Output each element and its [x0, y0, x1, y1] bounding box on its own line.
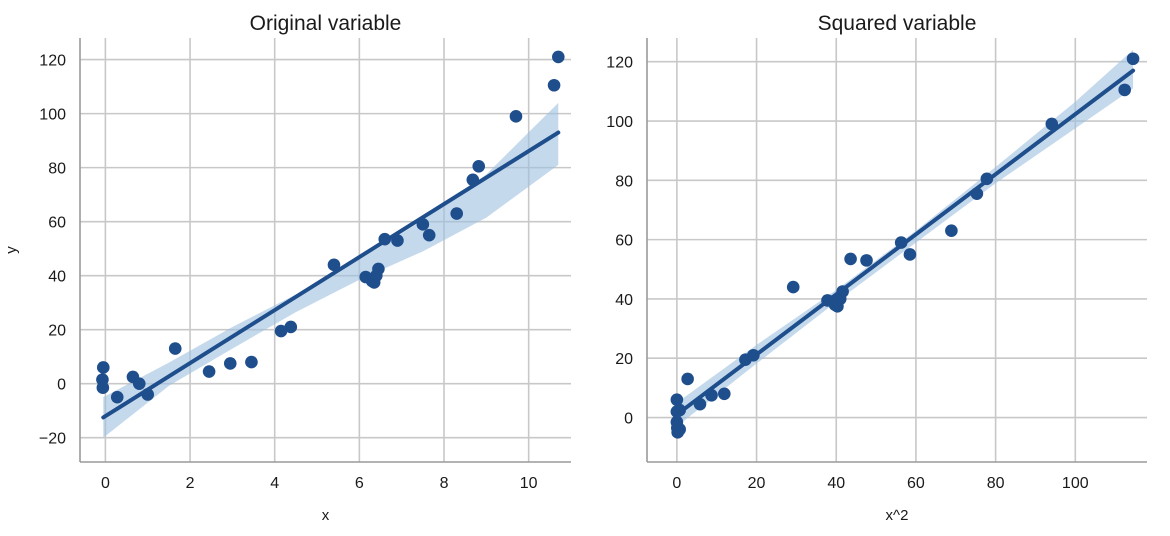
- data-point: [110, 390, 124, 404]
- data-point: [980, 172, 994, 186]
- x-tick-label: 6: [355, 475, 364, 492]
- y-tick-label: 20: [615, 351, 633, 368]
- data-point: [970, 187, 984, 200]
- y-tick-label: 60: [615, 233, 633, 250]
- x-tick-label: 80: [987, 475, 1005, 492]
- data-point: [693, 397, 707, 411]
- y-tick-label: 120: [39, 53, 66, 70]
- data-point: [168, 342, 182, 355]
- data-point: [245, 355, 258, 369]
- y-tick-label: −20: [39, 431, 66, 448]
- data-point: [747, 348, 760, 362]
- chart-panel-1: 0 2 4 6 8 10 −20 0 20 40 60 80 100 120 Original variab…: [3, 12, 571, 524]
- data-point: [860, 254, 873, 267]
- data-point: [372, 262, 385, 276]
- confidence-band: [676, 49, 1134, 427]
- data-point: [670, 393, 684, 407]
- data-point: [472, 159, 486, 173]
- chart-title: Squared variable: [818, 12, 977, 35]
- y-tick-label: 60: [48, 215, 66, 232]
- x-tick-label: 40: [827, 475, 845, 492]
- confidence-band: [103, 102, 559, 438]
- data-point: [681, 372, 694, 386]
- chart-panel-2: 0 20 40 60 80 100 0 20 40 60 80 100 120 Squared varia…: [606, 12, 1147, 524]
- data-point: [945, 224, 958, 238]
- data-point: [202, 365, 216, 378]
- data-point: [673, 423, 686, 436]
- x-tick-label: 0: [672, 475, 681, 492]
- data-point: [223, 357, 237, 370]
- x-tick-label: 60: [907, 475, 925, 492]
- y-tick-label: 0: [624, 411, 633, 428]
- data-point: [1126, 52, 1140, 66]
- y-tick-label: 0: [57, 377, 66, 394]
- data-point: [1045, 117, 1059, 131]
- data-point: [786, 280, 800, 294]
- data-point: [96, 381, 110, 395]
- x-tick-label: 100: [1062, 475, 1089, 492]
- chart-title: Original variable: [250, 12, 402, 35]
- data-point: [552, 50, 565, 64]
- data-point: [705, 388, 718, 402]
- data-point: [96, 361, 110, 374]
- x-tick-label: 10: [520, 475, 538, 492]
- y-tick-label: 40: [48, 269, 66, 286]
- data-point: [509, 110, 523, 123]
- y-tick-label: 40: [615, 292, 633, 309]
- data-point: [466, 173, 480, 187]
- y-tick-label: 20: [48, 323, 66, 340]
- data-point: [836, 285, 849, 298]
- data-point: [391, 234, 404, 247]
- x-tick-label: 4: [270, 475, 279, 492]
- data-point: [894, 236, 908, 249]
- data-point: [547, 78, 561, 92]
- data-point: [422, 228, 436, 242]
- data-point: [450, 207, 464, 220]
- data-point: [717, 387, 731, 401]
- data-point: [416, 218, 430, 231]
- y-tick-label: 120: [606, 55, 633, 72]
- y-tick-label: 80: [48, 161, 66, 178]
- regression-line: [101, 130, 561, 420]
- x-tick-label: 20: [748, 475, 766, 492]
- data-point: [141, 388, 155, 401]
- data-point: [327, 258, 341, 272]
- data-point: [284, 320, 298, 334]
- data-point: [274, 324, 288, 338]
- x-axis-label: x^2: [886, 507, 909, 524]
- data-point: [903, 248, 917, 261]
- x-axis-label: x: [322, 507, 330, 524]
- y-tick-label: 80: [615, 173, 633, 190]
- y-tick-label: 100: [39, 107, 66, 124]
- x-tick-label: 0: [101, 475, 110, 492]
- data-point: [673, 403, 686, 417]
- x-tick-label: 2: [186, 475, 195, 492]
- data-point: [844, 252, 857, 266]
- y-tick-label: 100: [606, 114, 633, 131]
- y-axis-label: y: [3, 246, 20, 254]
- data-point: [378, 232, 392, 246]
- data-point: [1118, 83, 1131, 97]
- x-tick-label: 8: [440, 475, 449, 492]
- data-point: [132, 377, 146, 390]
